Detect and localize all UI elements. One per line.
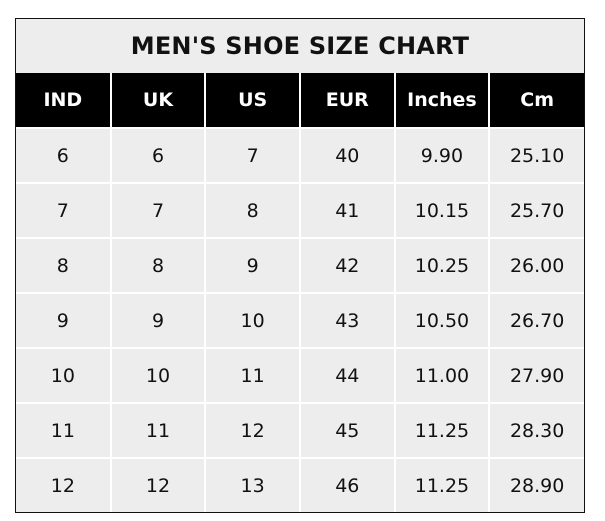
cell-eur: 45 [298,402,395,458]
cell-uk: 8 [109,237,206,293]
cell-uk: 7 [109,182,206,238]
table-row: 9 9 10 43 10.50 26.70 [16,292,584,348]
column-header-us: US [204,73,300,128]
cell-eur: 46 [298,457,395,512]
cell-inches: 11.25 [393,402,490,458]
table-row: 11 11 12 45 11.25 28.30 [16,402,584,458]
cell-ind: 7 [16,182,111,238]
cell-inches: 9.90 [393,127,490,183]
cell-uk: 9 [109,292,206,348]
cell-us: 11 [204,347,300,403]
cell-cm: 26.00 [488,237,584,293]
cell-us: 13 [204,457,300,512]
cell-ind: 8 [16,237,111,293]
table-row: 6 6 7 40 9.90 25.10 [16,127,584,183]
cell-inches: 11.00 [393,347,490,403]
cell-uk: 11 [109,402,206,458]
cell-eur: 40 [298,127,395,183]
column-header-uk: UK [109,73,206,128]
cell-uk: 10 [109,347,206,403]
cell-cm: 28.30 [488,402,584,458]
cell-cm: 25.70 [488,182,584,238]
cell-eur: 44 [298,347,395,403]
cell-us: 12 [204,402,300,458]
cell-us: 8 [204,182,300,238]
column-header-cm: Cm [488,73,584,128]
cell-inches: 10.25 [393,237,490,293]
cell-eur: 42 [298,237,395,293]
chart-title: MEN'S SHOE SIZE CHART [130,32,470,60]
cell-us: 9 [204,237,300,293]
cell-inches: 10.50 [393,292,490,348]
cell-us: 10 [204,292,300,348]
column-header-eur: EUR [298,73,395,128]
cell-uk: 12 [109,457,206,512]
cell-ind: 11 [16,402,111,458]
cell-uk: 6 [109,127,206,183]
cell-cm: 28.90 [488,457,584,512]
cell-inches: 10.15 [393,182,490,238]
table-row: 8 8 9 42 10.25 26.00 [16,237,584,293]
cell-ind: 12 [16,457,111,512]
column-header-ind: IND [16,73,111,128]
size-chart: MEN'S SHOE SIZE CHART IND UK US EUR Inches Cm… [15,18,585,513]
cell-ind: 9 [16,292,111,348]
cell-us: 7 [204,127,300,183]
cell-ind: 10 [16,347,111,403]
column-header-inches: Inches [393,73,490,128]
cell-eur: 41 [298,182,395,238]
table-row: 7 7 8 41 10.15 25.70 [16,182,584,238]
cell-inches: 11.25 [393,457,490,512]
size-table: IND UK US EUR Inches Cm 6 6 7 40 9.90 25.10 7 7 8 41 10… [16,73,584,512]
cell-cm: 26.70 [488,292,584,348]
table-row: 12 12 13 46 11.25 28.90 [16,457,584,512]
header-row: IND UK US EUR Inches Cm [16,73,584,128]
cell-cm: 27.90 [488,347,584,403]
cell-eur: 43 [298,292,395,348]
cell-cm: 25.10 [488,127,584,183]
cell-ind: 6 [16,127,111,183]
table-row: 10 10 11 44 11.00 27.90 [16,347,584,403]
